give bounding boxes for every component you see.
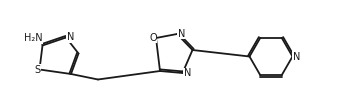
Text: H₂N: H₂N	[24, 33, 43, 43]
Text: O: O	[149, 32, 157, 42]
Text: N: N	[184, 69, 191, 79]
Text: N: N	[178, 28, 185, 38]
Text: S: S	[34, 65, 40, 75]
Text: N: N	[293, 51, 300, 61]
Text: N: N	[67, 32, 74, 42]
